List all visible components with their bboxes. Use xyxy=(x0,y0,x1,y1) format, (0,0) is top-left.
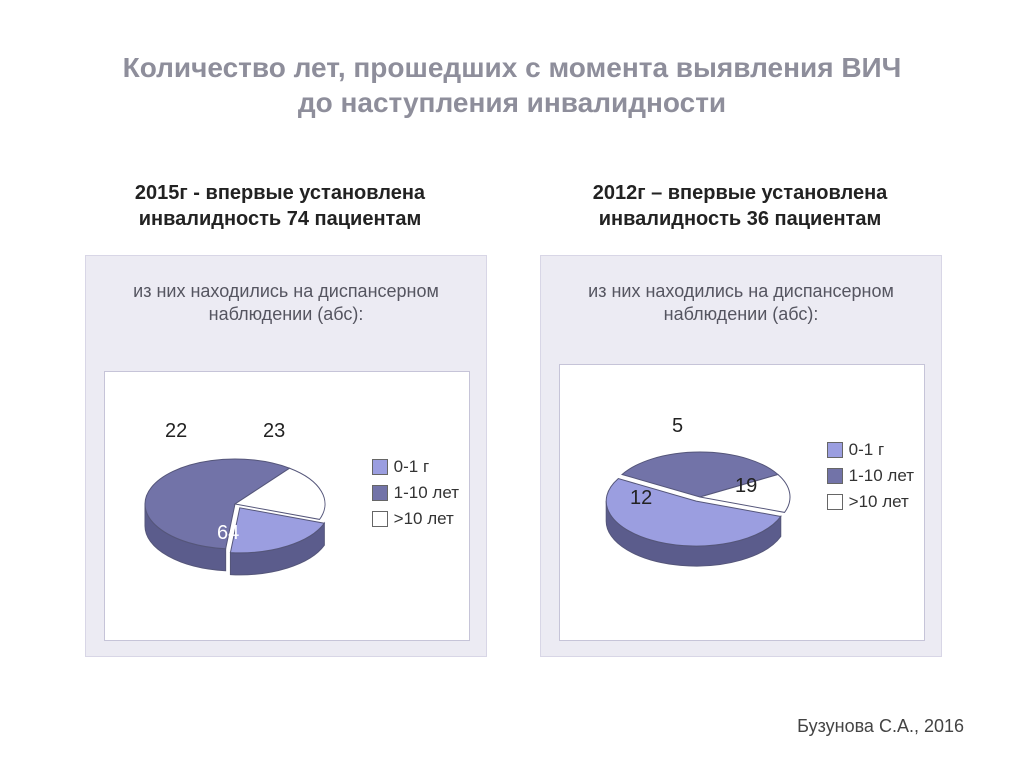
right-label-0: 19 xyxy=(735,475,757,498)
legend-label: 0-1 г xyxy=(394,457,430,477)
legend-swatch xyxy=(372,459,388,475)
left-subhead-l1: 2015г - впервые установлена xyxy=(135,182,425,204)
legend-row: 1-10 лет xyxy=(372,483,459,503)
left-pie-chart xyxy=(125,427,345,597)
legend-row: 1-10 лет xyxy=(827,466,914,486)
legend-row: 0-1 г xyxy=(372,457,459,477)
left-subheading: 2015г - впервые установлена инвалидность… xyxy=(90,180,470,232)
legend-swatch xyxy=(372,511,388,527)
legend-swatch xyxy=(827,442,843,458)
right-subhead-l1: 2012г – впервые установлена xyxy=(593,182,888,204)
legend-row: >10 лет xyxy=(372,509,459,529)
left-chartbox: 0-1 г 1-10 лет >10 лет 23 64 22 xyxy=(104,371,470,641)
legend-swatch xyxy=(827,494,843,510)
legend-label: >10 лет xyxy=(849,492,909,512)
left-label-0: 23 xyxy=(263,420,285,443)
right-subheading: 2012г – впервые установлена инвалидность… xyxy=(540,180,940,232)
legend-row: >10 лет xyxy=(827,492,914,512)
left-caption-l1: из них находились на диспансерном xyxy=(133,281,439,301)
left-subhead-l2: инвалидность 74 пациентам xyxy=(139,208,422,230)
right-caption: из них находились на диспансерном наблюд… xyxy=(541,280,941,327)
right-subhead-l2: инвалидность 36 пациентам xyxy=(599,208,882,230)
left-caption: из них находились на диспансерном наблюд… xyxy=(86,280,486,327)
credit-text: Бузунова С.А., 2016 xyxy=(797,716,964,737)
legend-label: 1-10 лет xyxy=(394,483,459,503)
right-label-1: 12 xyxy=(630,487,652,510)
slide-title: Количество лет, прошедших с момента выяв… xyxy=(0,50,1024,120)
legend-row: 0-1 г xyxy=(827,440,914,460)
right-caption-l2: наблюдении (абс): xyxy=(664,304,819,324)
left-label-1: 64 xyxy=(217,522,239,545)
left-panel: из них находились на диспансерном наблюд… xyxy=(85,255,487,657)
slide: Количество лет, прошедших с момента выяв… xyxy=(0,0,1024,767)
legend-label: >10 лет xyxy=(394,509,454,529)
left-legend: 0-1 г 1-10 лет >10 лет xyxy=(372,457,459,535)
left-label-2: 22 xyxy=(165,420,187,443)
legend-swatch xyxy=(372,485,388,501)
legend-label: 0-1 г xyxy=(849,440,885,460)
legend-label: 1-10 лет xyxy=(849,466,914,486)
legend-swatch xyxy=(827,468,843,484)
left-caption-l2: наблюдении (абс): xyxy=(209,304,364,324)
right-caption-l1: из них находились на диспансерном xyxy=(588,281,894,301)
right-chartbox: 0-1 г 1-10 лет >10 лет 19 12 5 xyxy=(559,364,925,641)
title-line1: Количество лет, прошедших с момента выяв… xyxy=(123,52,902,83)
right-pie-chart xyxy=(590,425,810,585)
right-label-2: 5 xyxy=(672,415,683,438)
right-legend: 0-1 г 1-10 лет >10 лет xyxy=(827,440,914,518)
title-line2: до наступления инвалидности xyxy=(298,87,726,118)
right-panel: из них находились на диспансерном наблюд… xyxy=(540,255,942,657)
